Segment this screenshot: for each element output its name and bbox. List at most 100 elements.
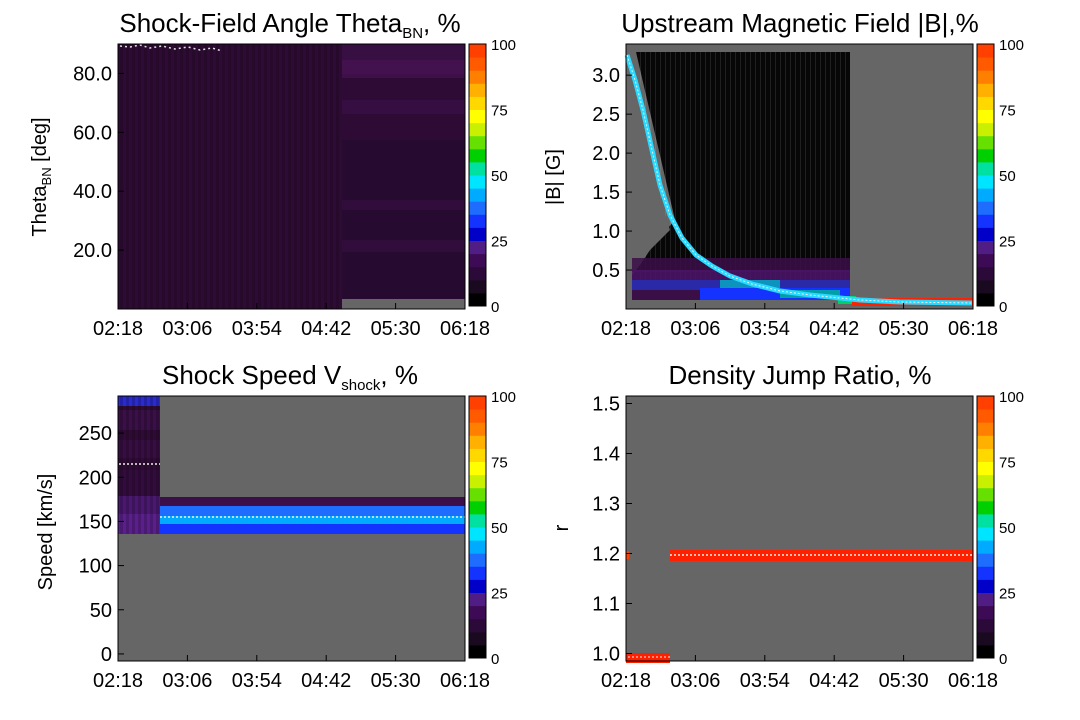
colorbar-segment: [977, 135, 994, 150]
colorbar-tick-label: 75: [491, 455, 508, 472]
x-tick-label: 03:06: [670, 670, 720, 692]
y-tick-label: 1.5: [592, 182, 620, 204]
colorbar-segment: [469, 122, 486, 137]
colorbar-tick-label: 75: [999, 103, 1016, 120]
colorbar-segment: [977, 592, 994, 607]
y-tick-label: 1.0: [592, 221, 620, 243]
colorbar-segment: [977, 292, 994, 307]
colorbar-segment: [977, 83, 994, 97]
colorbar-segment: [977, 227, 994, 241]
colorbar-segment: [977, 644, 994, 659]
colorbar-segment: [977, 266, 994, 281]
colorbar-segment: [469, 422, 486, 436]
colorbar-segment: [469, 566, 486, 580]
colorbar-segment: [977, 618, 994, 633]
colorbar-segment: [977, 70, 994, 84]
x-tick-label: 03:06: [162, 670, 212, 692]
colorbar-segment: [977, 527, 994, 541]
density-red-band-low: [626, 653, 670, 663]
x-tick-label: 06:18: [440, 670, 490, 692]
panel-shock-speed-ylabel: Speed [km/s]: [35, 474, 57, 591]
colorbar-segment: [977, 175, 994, 189]
colorbar-segment: [977, 461, 994, 476]
y-tick-label: 40.0: [73, 181, 112, 203]
colorbar-segment: [469, 396, 486, 410]
colorbar-frame: [976, 43, 995, 307]
x-tick-label: 03:06: [162, 318, 212, 340]
colorbar-segment: [469, 161, 486, 176]
y-tick-label: 50: [90, 600, 112, 622]
colorbar-tick-label: 0: [999, 651, 1007, 668]
colorbar-tick-label: 25: [491, 234, 508, 251]
x-tick-label: 03:54: [740, 318, 790, 340]
x-tick-label: 06:18: [948, 318, 998, 340]
colorbar-segment: [469, 435, 486, 449]
colorbar-segment: [977, 474, 994, 489]
colorbar-segment: [977, 422, 994, 436]
colorbar-segment: [469, 96, 486, 110]
colorbar-segment: [469, 527, 486, 541]
panel-density-jump: Density Jump Ratio, % 1.0 1.1 1.2 1.3 1.4 1.5…: [551, 360, 1024, 692]
colorbar-segment: [977, 109, 994, 124]
colorbar-tick-label: 100: [491, 389, 516, 406]
panel-b-field-ylabel: |B| [G]: [543, 149, 565, 205]
colorbar-segment: [469, 448, 486, 462]
panel-theta-bn-xaxis: 02:18 03:06 03:54 04:42 05:30 06:18: [93, 303, 490, 340]
panel-theta-bn-yaxis: 20.0 40.0 60.0 80.0: [73, 63, 124, 262]
colorbar-segment: [977, 396, 994, 410]
colorbar-segment: [469, 253, 486, 268]
colorbar-segment: [977, 553, 994, 567]
y-tick-label: 200: [79, 467, 112, 489]
colorbar-segment: [977, 148, 994, 163]
colorbar-frame: [468, 395, 487, 659]
colorbar-segment: [977, 253, 994, 268]
colorbar-segment: [469, 201, 486, 215]
colorbar-tick-label: 25: [491, 586, 508, 603]
panel-b-field: Upstream Magnetic Field |B|,% 0.: [543, 8, 1024, 340]
x-tick-label: 04:42: [301, 670, 351, 692]
panel-theta-bn-ylabel: ThetaBN [deg]: [29, 117, 54, 236]
colorbar-tick-label: 50: [999, 168, 1016, 185]
colorbar-tick-label: 25: [999, 234, 1016, 251]
colorbar-segment: [469, 500, 486, 515]
panel-density-jump-xaxis: 02:18 03:06 03:54 04:42 05:30 06:18: [601, 655, 998, 692]
colorbar-segment: [469, 631, 486, 646]
colorbar-segment: [977, 96, 994, 110]
colorbar-segment: [469, 109, 486, 124]
colorbar-tick-label: 100: [999, 389, 1024, 406]
colorbar-segment: [977, 448, 994, 462]
panel-density-jump-ylabel: r: [551, 524, 573, 531]
x-tick-label: 05:30: [879, 318, 929, 340]
colorbar-segment: [469, 148, 486, 163]
panel-b-field-yaxis: 0.5 1.0 1.5 2.0 2.5 3.0: [592, 65, 632, 282]
colorbar-tick-label: 100: [491, 37, 516, 54]
colorbar-segment: [469, 214, 486, 228]
panel-density-jump-colorbar: 0 25 50 75 100: [976, 389, 1024, 668]
colorbar-segment: [469, 188, 486, 202]
colorbar-tick-label: 50: [999, 520, 1016, 537]
colorbar-segment: [977, 540, 994, 554]
y-tick-label: 60.0: [73, 122, 112, 144]
y-tick-label: 1.0: [592, 644, 620, 666]
colorbar-segment: [469, 292, 486, 307]
x-tick-label: 06:18: [948, 670, 998, 692]
colorbar-segment: [469, 553, 486, 567]
x-tick-label: 02:18: [601, 670, 651, 692]
colorbar-tick-label: 25: [999, 586, 1016, 603]
panel-shock-speed-xaxis: 02:18 03:06 03:54 04:42 05:30 06:18: [93, 655, 490, 692]
panel-b-field-xaxis: 02:18 03:06 03:54 04:42 05:30 06:18: [601, 303, 998, 340]
colorbar-segment: [977, 279, 994, 294]
panel-theta-bn-plot: [117, 43, 466, 310]
colorbar-segment: [469, 70, 486, 84]
x-tick-label: 04:42: [301, 318, 351, 340]
x-tick-label: 04:42: [809, 318, 859, 340]
colorbar-segment: [977, 188, 994, 202]
density-red-band-main: [670, 550, 973, 561]
panel-theta-bn-title: Shock-Field Angle ThetaBN, %: [119, 8, 460, 42]
colorbar-segment: [469, 135, 486, 150]
colorbar-segment: [977, 487, 994, 502]
y-tick-label: 20.0: [73, 240, 112, 262]
y-tick-label: 1.3: [592, 494, 620, 516]
x-tick-label: 05:30: [371, 318, 421, 340]
